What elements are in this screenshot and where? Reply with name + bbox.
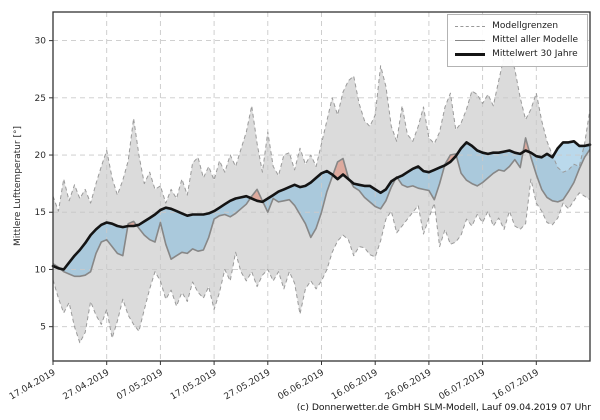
x-tick-label: 16.06.2019 (330, 368, 380, 403)
legend: Modellgrenzen Mittel aller Modelle Mitte… (447, 14, 588, 67)
y-tick-label: 15 (35, 208, 46, 218)
model-mean-line (52, 137, 591, 278)
x-tick-label: 06.07.2019 (437, 368, 487, 403)
gridlines (53, 12, 590, 361)
y-tick-label: 10 (35, 265, 47, 275)
dashed-line-swatch (455, 25, 486, 27)
x-axis: 17.04.2019 27.04.2019 07.05.2019 17.05.2019… (8, 361, 541, 402)
climate-mean-line (51, 140, 592, 271)
solid-line-swatch (455, 39, 486, 41)
legend-label: Mittelwert 30 Jahre (492, 49, 578, 59)
x-tick-label: 27.05.2019 (223, 368, 273, 403)
y-axis-label: Mittlere Lufttemperatur [°] (13, 126, 23, 246)
y-axis: 5 10 15 20 25 30 (35, 37, 53, 333)
y-tick-label: 5 (40, 323, 46, 333)
y-tick-label: 30 (35, 37, 47, 47)
thick-line-swatch (455, 52, 486, 56)
upper-model-bound-line (52, 50, 591, 212)
x-tick-label: 07.05.2019 (115, 368, 165, 403)
x-tick-label: 17.04.2019 (8, 368, 58, 403)
legend-item-model-bounds: Modellgrenzen (455, 19, 578, 33)
x-tick-label: 26.06.2019 (384, 368, 434, 403)
legend-label: Mittel aller Modelle (492, 35, 578, 45)
legend-label: Modellgrenzen (492, 21, 559, 31)
y-tick-label: 25 (35, 94, 46, 104)
x-tick-label: 06.06.2019 (276, 368, 326, 403)
copyright-caption: (c) Donnerwetter.de GmbH SLM-Modell, Lau… (296, 402, 591, 413)
x-tick-label: 16.07.2019 (491, 368, 541, 403)
legend-item-climate-mean: Mittelwert 30 Jahre (455, 47, 578, 61)
x-tick-label: 27.04.2019 (62, 368, 112, 403)
x-tick-label: 17.05.2019 (169, 368, 219, 403)
legend-item-model-mean: Mittel aller Modelle (455, 33, 578, 47)
model-colder-fill (60, 141, 590, 277)
y-tick-label: 20 (35, 151, 47, 161)
